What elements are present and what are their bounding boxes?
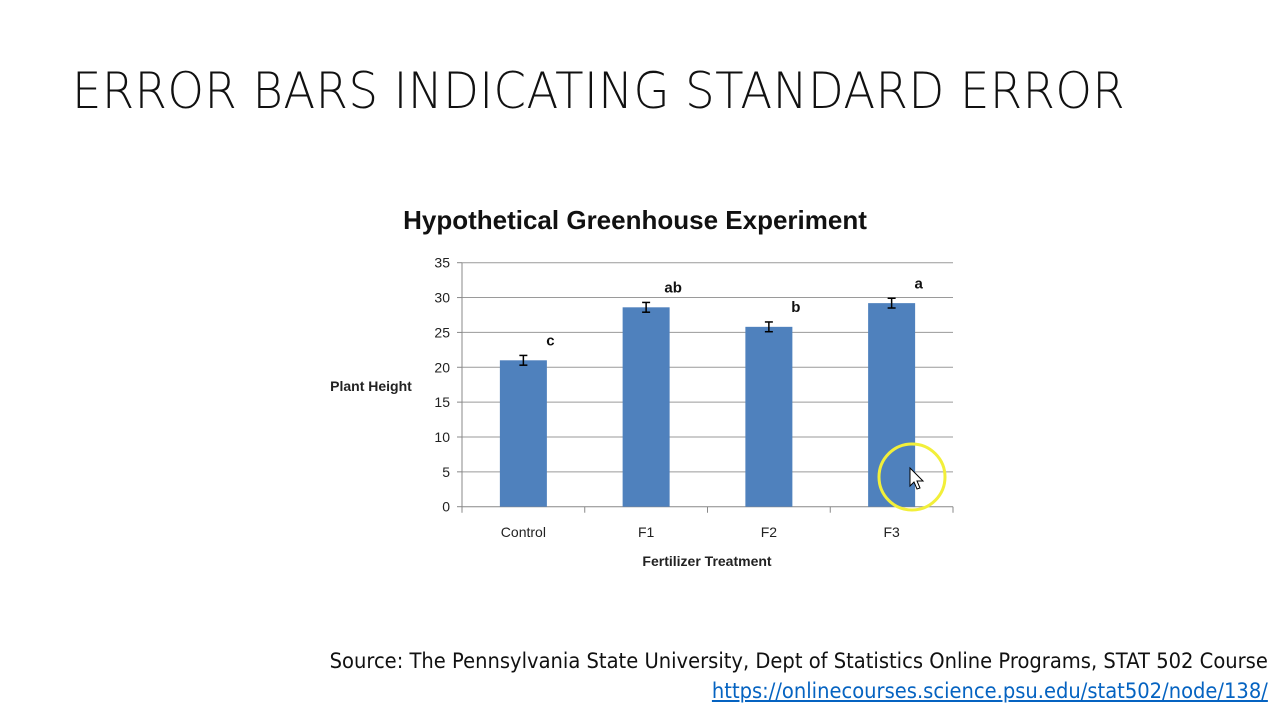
source-link[interactable]: https://onlinecourses.science.psu.edu/st… [712,679,1268,703]
significance-label: b [791,299,800,316]
y-tick-label: 25 [434,324,450,340]
significance-label: a [914,275,923,292]
source-text: Source: The Pennsylvania State Universit… [329,649,1268,673]
bar-chart: Hypothetical Greenhouse Experiment 0 5 10 15… [330,205,954,569]
x-tick-label: F1 [638,524,655,540]
bar-f2 [745,326,793,507]
bar-f1 [622,307,670,507]
x-axis-label: Fertilizer Treatment [642,553,771,569]
significance-label: ab [664,279,682,296]
y-tick-label: 15 [434,394,450,410]
y-tick-label: 0 [442,499,450,515]
y-tick-label: 20 [434,359,450,375]
cursor-highlight-icon [877,442,947,512]
y-axis-label: Plant Height [330,378,412,394]
slide-title: ERROR BARS INDICATING STANDARD ERROR [72,62,1126,120]
bar-f3 [868,303,916,507]
x-tick-label: F3 [883,524,900,540]
y-tick-label: 5 [442,464,450,480]
mouse-cursor-icon [909,466,925,490]
chart-title: Hypothetical Greenhouse Experiment [403,205,867,235]
x-tick-label: F2 [761,524,778,540]
y-tick-label: 30 [434,290,450,306]
source-citation: Source: The Pennsylvania State Universit… [330,646,1268,706]
y-tick-label: 35 [434,255,450,271]
y-tick-label: 10 [434,429,450,445]
x-tick-label: Control [501,524,546,540]
bar-control [499,360,547,507]
significance-label: c [546,332,554,349]
